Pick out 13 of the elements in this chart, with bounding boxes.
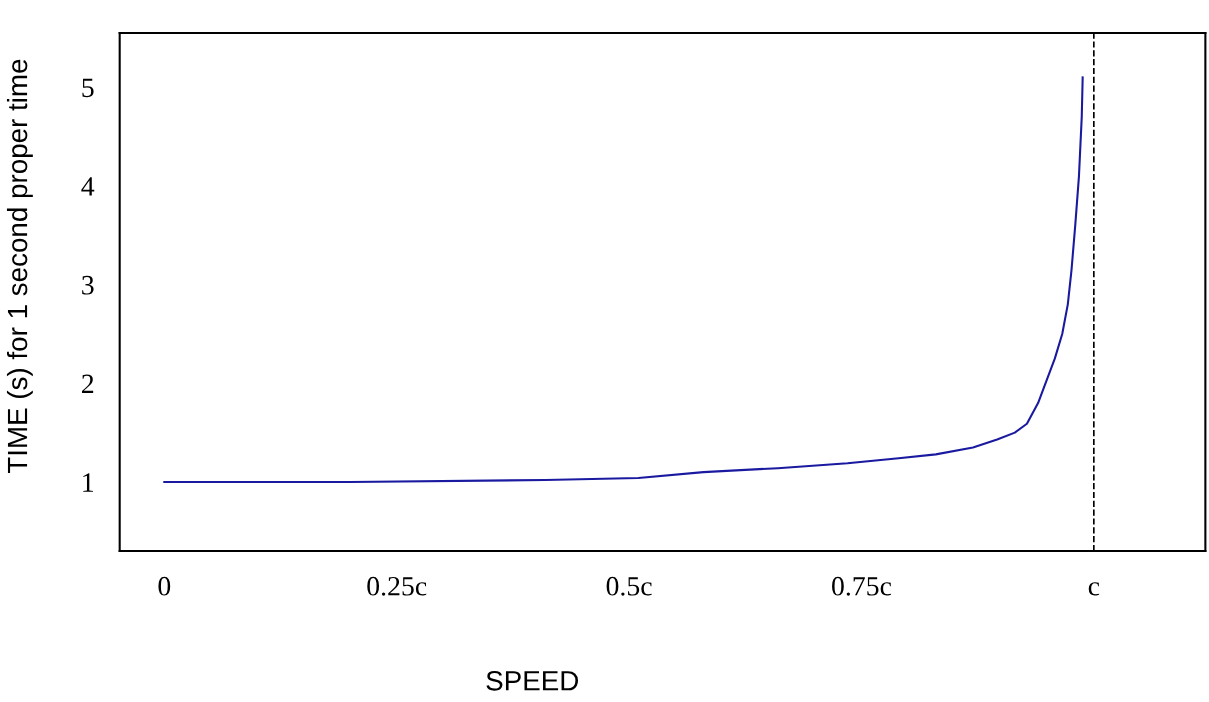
y-tick-label: 5: [82, 78, 94, 98]
y-tick-label: 3: [82, 275, 94, 295]
x-tick-label: 0: [158, 576, 171, 596]
x-axis-title: SPEED: [486, 670, 579, 691]
x-tick-label: 0.75c: [832, 576, 892, 596]
x-tick-label: 0.5c: [606, 576, 652, 596]
line-series: [163, 76, 1084, 484]
x-tick-label: 0.25c: [367, 576, 427, 596]
y-tick-label: 1: [83, 473, 94, 492]
y-tick-label: 4: [81, 177, 95, 196]
x-tick-label: c: [1088, 582, 1100, 596]
y-tick-label: 2: [82, 374, 94, 393]
y-axis-title: TIME (s) for 1 second proper time: [6, 59, 33, 474]
